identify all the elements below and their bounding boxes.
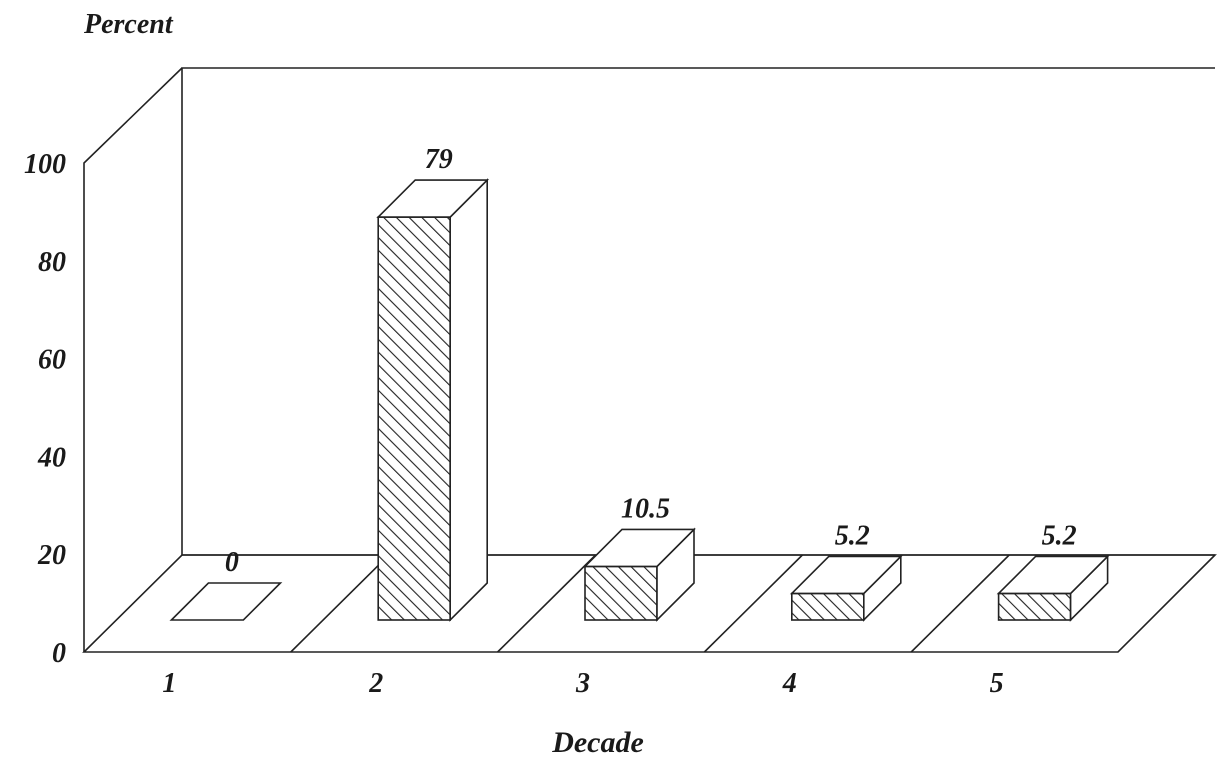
y-tick-label: 40 <box>37 442 66 473</box>
y-tick-label: 20 <box>37 540 66 571</box>
bar <box>789 554 903 622</box>
bar-front <box>377 216 452 621</box>
y-tick-label: 60 <box>38 345 66 376</box>
floor-divider <box>703 554 803 653</box>
back-wall <box>181 67 1215 555</box>
data-label: 5.2 <box>835 520 870 551</box>
floor-divider <box>497 554 597 653</box>
floor-divider <box>910 554 1010 653</box>
x-axis-title: Decade <box>551 726 644 759</box>
x-tick-label: 5 <box>990 668 1004 699</box>
data-label: 5.2 <box>1042 520 1077 551</box>
chart-frame <box>82 67 1217 653</box>
bar-top <box>376 179 490 218</box>
bar-top <box>169 582 283 621</box>
bar-top <box>789 555 903 595</box>
left-wall <box>83 67 183 652</box>
y-axis-title: Percent <box>83 9 174 40</box>
x-tick-label: 2 <box>368 668 383 699</box>
x-tick-label: 3 <box>575 668 590 699</box>
bar-front <box>790 592 865 621</box>
bar <box>996 554 1110 622</box>
data-labels: 0 79 10.5 5.2 5.2 <box>225 144 1077 578</box>
y-tick-label: 100 <box>24 149 66 180</box>
bar <box>583 527 696 622</box>
data-label: 10.5 <box>621 493 670 524</box>
y-tick-labels: 0 20 40 60 80 100 <box>24 149 66 669</box>
x-tick-label: 4 <box>782 668 797 699</box>
floor-divider <box>290 554 390 653</box>
bar-top <box>583 528 696 568</box>
bar-side <box>449 178 489 622</box>
bar <box>169 582 283 621</box>
data-label: 79 <box>425 144 453 175</box>
y-tick-label: 80 <box>38 247 66 278</box>
bar-front <box>997 592 1072 621</box>
bar <box>376 178 490 622</box>
bar-front <box>584 565 658 621</box>
x-tick-labels: 1 2 3 4 5 <box>162 668 1003 699</box>
floor-dividers <box>290 554 1010 653</box>
data-label: 0 <box>225 547 239 578</box>
bars <box>169 178 1110 622</box>
x-tick-label: 1 <box>162 668 176 699</box>
bar-top <box>996 555 1110 595</box>
y-tick-label: 0 <box>52 638 66 669</box>
